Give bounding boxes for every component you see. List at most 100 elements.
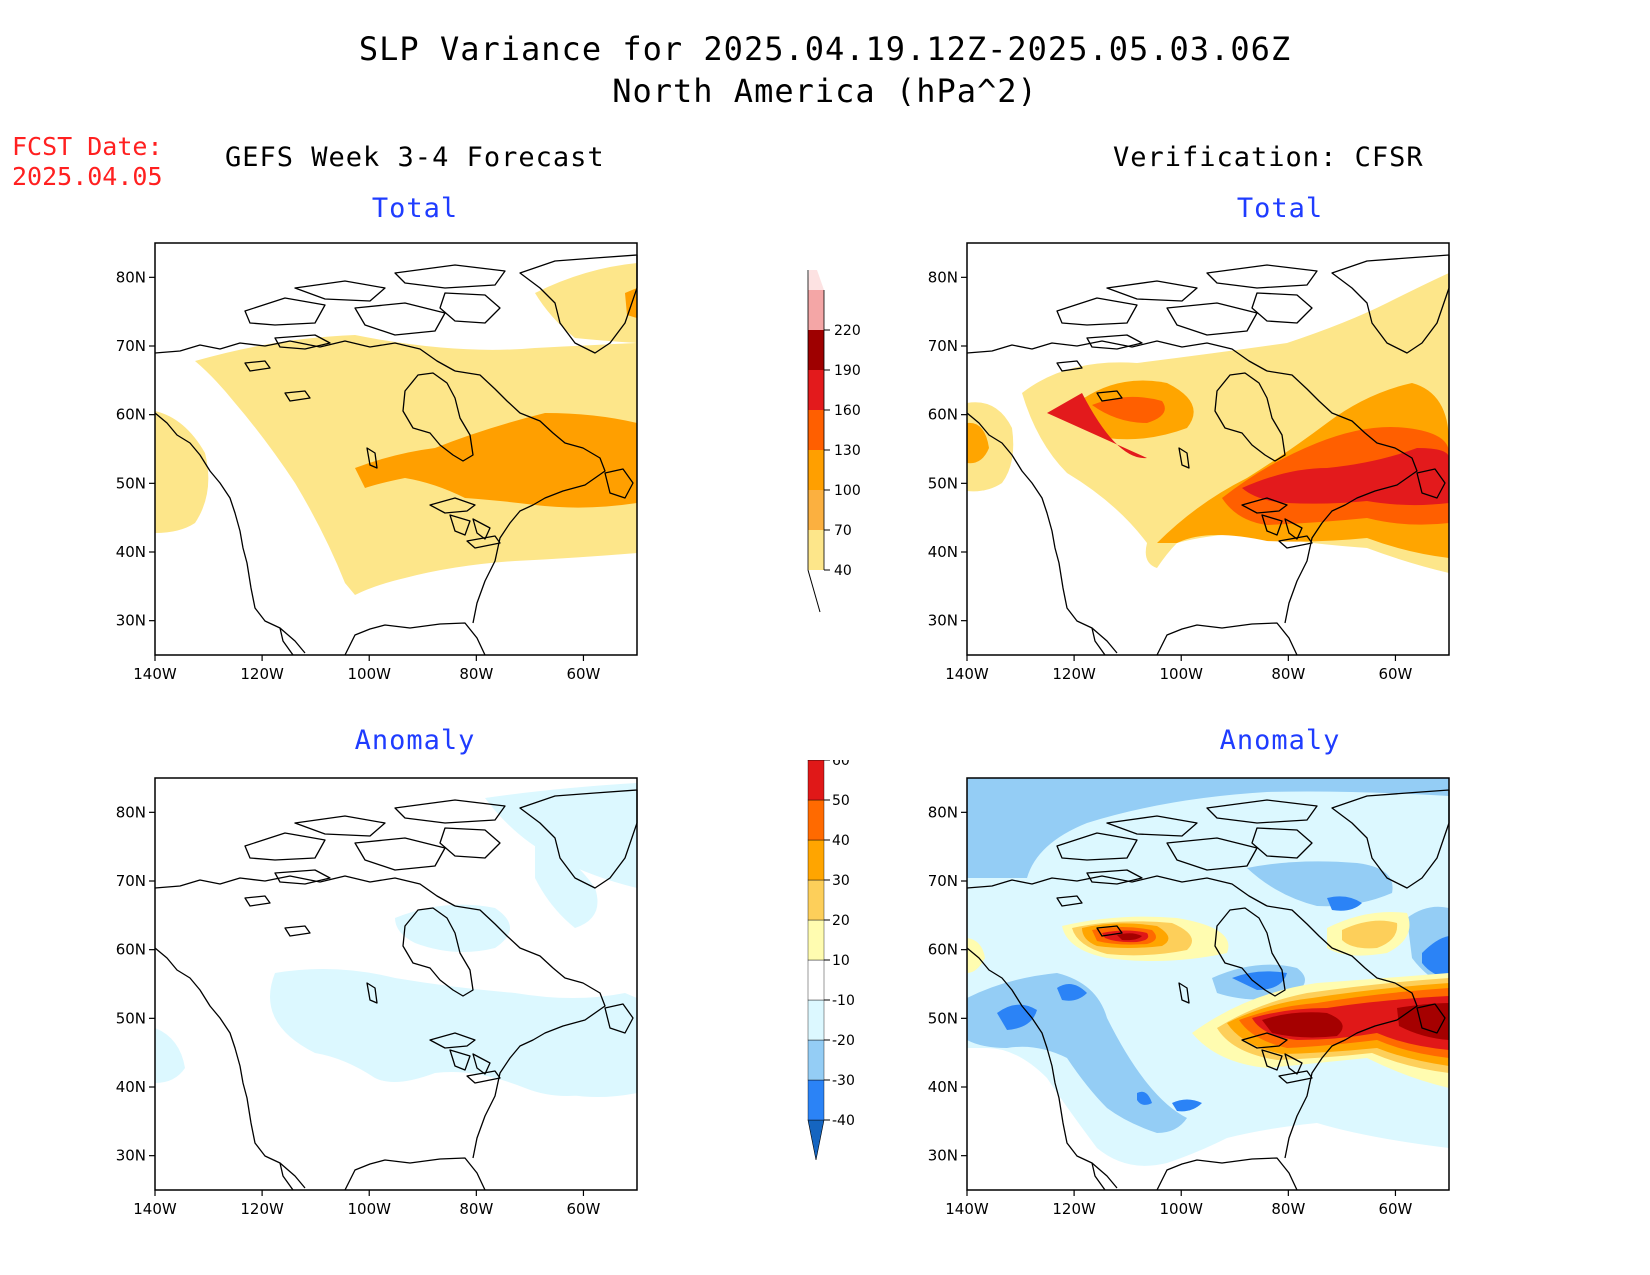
colorbar-total-label: 190: [834, 363, 861, 379]
lat-label: 60N: [116, 941, 146, 959]
colorbar-total-band: [808, 490, 824, 530]
colorbar-anomaly-label: 20: [832, 913, 850, 929]
colorbar-anomaly-label: 40: [832, 833, 850, 849]
panel-title-forecast-total: Total: [371, 193, 459, 224]
shading-verification-total: [967, 273, 1449, 573]
colorbar-anomaly-label: -10: [832, 993, 855, 1009]
lat-label: 70N: [928, 337, 958, 355]
panel-title-verification-anomaly: Anomaly: [1219, 725, 1341, 756]
colorbar-anomaly-label: -20: [832, 1033, 855, 1049]
colorbar-anomaly-label: 10: [832, 953, 850, 969]
map-verification-anomaly: 80N 70N 60N 50N 40N 30N 140W 120W 100W 80W 60W: [928, 777, 1450, 1218]
map-forecast-total: 80N 70N 60N 50N 40N 30N 140W 120W 100W 80W 60W: [116, 242, 638, 683]
lat-label: 30N: [116, 1147, 146, 1165]
lon-label: 80W: [1271, 665, 1305, 683]
lon-label: 120W: [1052, 665, 1096, 683]
colorbar-total-label: 160: [834, 403, 861, 419]
lat-label: 60N: [928, 941, 958, 959]
panel-title-verification-total: Total: [1236, 193, 1324, 224]
left-column-header: GEFS Week 3-4 Forecast: [225, 142, 605, 173]
colorbar-total-label: 70: [834, 523, 852, 539]
colorbar-anomaly-label: 50: [832, 793, 850, 809]
colorbar-anomaly-band: [807, 1079, 825, 1121]
lat-label: 70N: [116, 337, 146, 355]
lat-label: 30N: [928, 612, 958, 630]
colorbar-anomaly-band: [807, 1039, 825, 1081]
lon-label: 100W: [1159, 1200, 1203, 1218]
colorbar-anomaly-band: [807, 839, 825, 881]
lat-label: 40N: [928, 1078, 958, 1096]
colorbar-anomaly: -40 -30 -20 -10 10 20 30 40 50 60: [807, 760, 855, 1161]
lon-label: 120W: [240, 665, 284, 683]
axes-verification-total: 80N 70N 60N 50N 40N 30N 140W 120W 100W 80W 60W: [928, 268, 1413, 683]
colorbar-anomaly-band: [807, 760, 825, 801]
lat-label: 30N: [116, 612, 146, 630]
fcst-date-value: 2025.04.05: [12, 162, 163, 191]
colorbar-anomaly-band: [807, 799, 825, 841]
lon-label: 60W: [1378, 1200, 1412, 1218]
lon-label: 80W: [1271, 1200, 1305, 1218]
lon-label: 80W: [459, 665, 493, 683]
colorbar-total-band: [808, 410, 824, 450]
lon-label: 120W: [1052, 1200, 1096, 1218]
lat-label: 40N: [928, 543, 958, 561]
shading-forecast-anomaly: [155, 783, 637, 1097]
colorbar-total-lower-extension: [807, 569, 821, 613]
lat-label: 50N: [928, 1009, 958, 1027]
lat-label: 50N: [928, 474, 958, 492]
lon-label: 60W: [1378, 665, 1412, 683]
fcst-date-label: FCST Date:: [12, 132, 163, 161]
lon-label: 120W: [240, 1200, 284, 1218]
lat-label: 70N: [928, 872, 958, 890]
colorbar-anomaly-band: [807, 999, 825, 1041]
colorbar-total-band: [808, 450, 824, 490]
lat-label: 40N: [116, 543, 146, 561]
colorbar-anomaly-label: -40: [832, 1113, 855, 1129]
lat-label: 30N: [928, 1147, 958, 1165]
lat-label: 50N: [116, 474, 146, 492]
subtitle-region: North America (hPa^2): [612, 72, 1038, 110]
lat-label: 60N: [928, 406, 958, 424]
lat-label: 80N: [928, 268, 958, 286]
colorbar-total-band: [808, 330, 824, 370]
colorbar-anomaly-band: [807, 919, 825, 961]
axes-forecast-anomaly: 80N 70N 60N 50N 40N 30N 140W 120W 100W 80W 60W: [116, 803, 601, 1218]
map-forecast-anomaly: 80N 70N 60N 50N 40N 30N 140W 120W 100W 80W 60W: [116, 777, 638, 1218]
colorbar-total-label: 40: [834, 563, 852, 579]
lon-label: 100W: [347, 1200, 391, 1218]
colorbar-anomaly-label: 30: [832, 873, 850, 889]
lon-label: 100W: [1159, 665, 1203, 683]
lat-label: 50N: [116, 1009, 146, 1027]
lat-label: 70N: [116, 872, 146, 890]
colorbar-total: 40 70 100 130 160 190 220: [807, 270, 861, 613]
lon-label: 140W: [945, 665, 989, 683]
lon-label: 60W: [566, 665, 600, 683]
axes-verification-anomaly: 80N 70N 60N 50N 40N 30N 140W 120W 100W 80W 60W: [928, 803, 1413, 1218]
colorbar-anomaly-band: [807, 879, 825, 921]
lat-label: 80N: [116, 803, 146, 821]
colorbar-total-band: [808, 370, 824, 410]
lon-label: 140W: [945, 1200, 989, 1218]
lon-label: 100W: [347, 665, 391, 683]
lat-label: 80N: [116, 268, 146, 286]
colorbar-total-upper-extension: [808, 270, 824, 290]
colorbar-total-band: [808, 290, 824, 330]
lon-label: 80W: [459, 1200, 493, 1218]
lon-label: 60W: [566, 1200, 600, 1218]
axes-forecast-total: 80N 70N 60N 50N 40N 30N 140W 120W 100W 80W 60W: [116, 268, 601, 683]
lat-label: 80N: [928, 803, 958, 821]
colorbar-total-label: 130: [834, 443, 861, 459]
colorbar-total-band: [808, 530, 824, 570]
colorbar-total-label: 220: [834, 323, 861, 339]
colorbar-anomaly-lower-extension: [807, 1119, 825, 1161]
lon-label: 140W: [133, 1200, 177, 1218]
colorbar-anomaly-label: -30: [832, 1073, 855, 1089]
main-title: SLP Variance for 2025.04.19.12Z-2025.05.…: [358, 30, 1292, 68]
panel-title-forecast-anomaly: Anomaly: [354, 725, 476, 756]
lat-label: 60N: [116, 406, 146, 424]
colorbar-anomaly-label: 60: [832, 760, 850, 769]
map-verification-total: 80N 70N 60N 50N 40N 30N 140W 120W 100W 80W 60W: [928, 242, 1450, 683]
right-column-header: Verification: CFSR: [1113, 142, 1424, 173]
lon-label: 140W: [133, 665, 177, 683]
colorbar-anomaly-band: [807, 959, 825, 1001]
